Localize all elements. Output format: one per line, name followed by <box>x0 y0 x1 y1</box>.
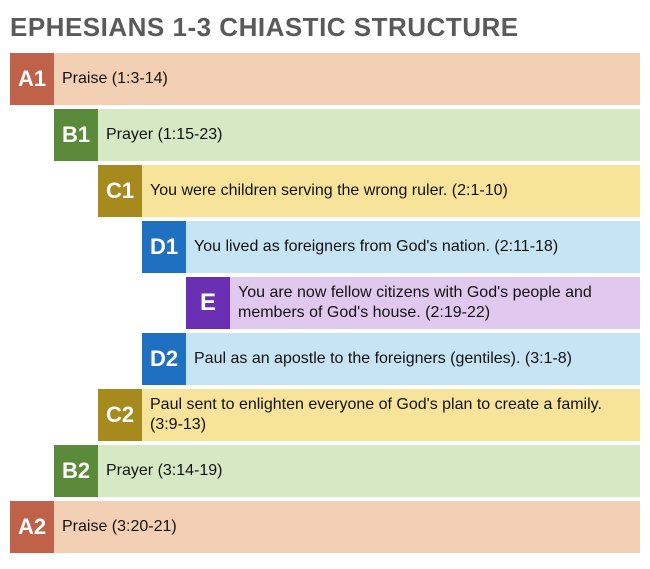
level-text: You are now fellow citizens with God's p… <box>230 277 640 329</box>
level-tag: B1 <box>54 109 98 161</box>
chiastic-row: C1You were children serving the wrong ru… <box>10 165 640 217</box>
level-text: Prayer (1:15-23) <box>98 109 640 161</box>
level-tag: C2 <box>98 389 142 441</box>
level-tag: C1 <box>98 165 142 217</box>
chiastic-diagram: A1Praise (1:3-14)B1Prayer (1:15-23)C1You… <box>10 53 640 553</box>
chiastic-row: B1Prayer (1:15-23) <box>10 109 640 161</box>
chiastic-row: A1Praise (1:3-14) <box>10 53 640 105</box>
level-text: Paul as an apostle to the foreigners (ge… <box>186 333 640 385</box>
indent-spacer <box>10 445 54 497</box>
level-text: You lived as foreigners from God's natio… <box>186 221 640 273</box>
indent-spacer <box>10 277 186 329</box>
chiastic-row: EYou are now fellow citizens with God's … <box>10 277 640 329</box>
indent-spacer <box>10 221 142 273</box>
level-text: Prayer (3:14-19) <box>98 445 640 497</box>
level-text: Paul sent to enlighten everyone of God's… <box>142 389 640 441</box>
level-tag: E <box>186 277 230 329</box>
chiastic-row: D2Paul as an apostle to the foreigners (… <box>10 333 640 385</box>
indent-spacer <box>10 165 98 217</box>
indent-spacer <box>10 333 142 385</box>
page-title: EPHESIANS 1-3 CHIASTIC STRUCTURE <box>10 12 640 43</box>
chiastic-row: B2Prayer (3:14-19) <box>10 445 640 497</box>
level-tag: A1 <box>10 53 54 105</box>
level-text: Praise (1:3-14) <box>54 53 640 105</box>
chiastic-row: A2Praise (3:20-21) <box>10 501 640 553</box>
level-tag: D2 <box>142 333 186 385</box>
level-text: You were children serving the wrong rule… <box>142 165 640 217</box>
chiastic-row: C2Paul sent to enlighten everyone of God… <box>10 389 640 441</box>
level-text: Praise (3:20-21) <box>54 501 640 553</box>
level-tag: B2 <box>54 445 98 497</box>
indent-spacer <box>10 109 54 161</box>
chiastic-row: D1You lived as foreigners from God's nat… <box>10 221 640 273</box>
indent-spacer <box>10 389 98 441</box>
level-tag: D1 <box>142 221 186 273</box>
level-tag: A2 <box>10 501 54 553</box>
